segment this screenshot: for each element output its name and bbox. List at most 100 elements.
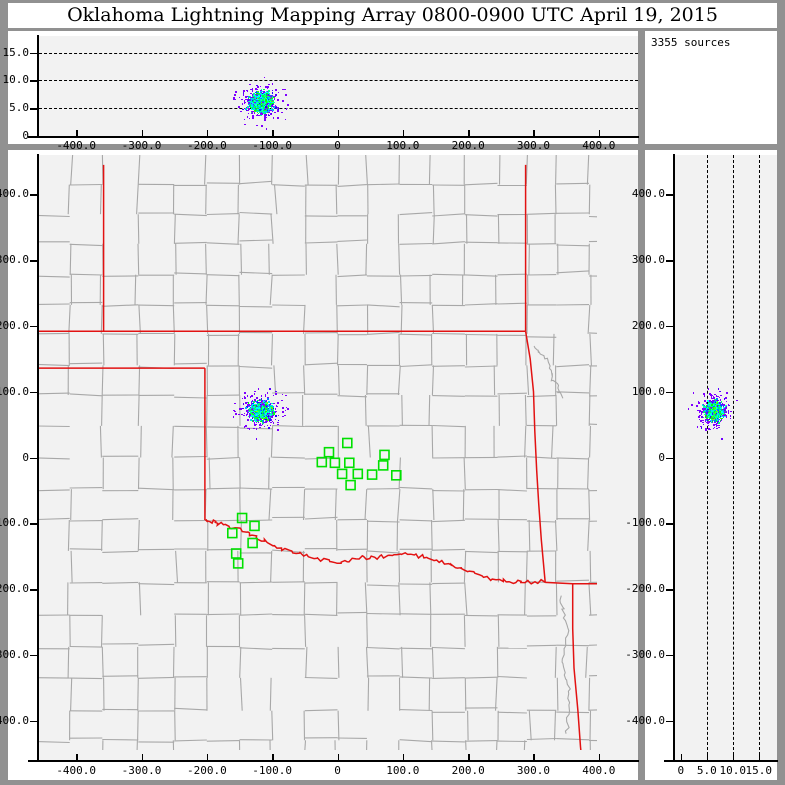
county-border <box>589 550 592 583</box>
lightning-source-point <box>256 113 259 116</box>
lightning-source-point <box>266 409 269 411</box>
lightning-source-point <box>269 104 272 107</box>
county-border <box>172 304 175 334</box>
lightning-source-point <box>256 397 258 399</box>
county-border <box>137 394 140 426</box>
lightning-source-point <box>262 422 264 424</box>
lightning-source-point <box>268 111 270 113</box>
lightning-source-point <box>246 90 249 92</box>
lightning-source-point <box>275 410 278 413</box>
lightning-source-point <box>262 111 264 114</box>
lightning-source-point <box>272 102 274 105</box>
lightning-source-point <box>250 88 252 91</box>
lightning-source-point <box>251 414 254 417</box>
county-border <box>399 676 433 679</box>
county-border <box>171 425 174 458</box>
county-border <box>398 333 401 366</box>
lightning-source-point <box>235 413 237 415</box>
lightning-source-point <box>285 94 287 96</box>
lightning-source-point <box>705 427 707 430</box>
county-border <box>496 740 498 750</box>
county-border <box>272 456 305 459</box>
county-border <box>401 646 404 678</box>
axis-x-tick <box>468 130 470 137</box>
lightning-source-point <box>262 99 264 101</box>
lightning-source-point <box>251 88 254 90</box>
lightning-source-point <box>255 438 258 440</box>
county-border <box>304 581 338 584</box>
lightning-source-point <box>252 106 254 108</box>
lightning-source-point <box>266 102 269 104</box>
axis-y-tick <box>30 194 38 196</box>
county-border <box>174 213 207 217</box>
county-border <box>431 365 435 396</box>
county-border <box>239 211 273 215</box>
county-border <box>174 455 207 458</box>
county-border <box>239 365 273 369</box>
lightning-source-point <box>246 116 249 118</box>
lightning-source-point <box>251 107 254 110</box>
lightning-source-point <box>268 98 270 101</box>
lightning-source-point <box>254 98 257 100</box>
lightning-source-point <box>266 110 269 113</box>
lightning-source-point <box>274 88 277 91</box>
axis-y-tick <box>30 108 38 110</box>
axis-y-tick-label: 100.0 <box>631 384 665 398</box>
county-border <box>239 180 273 185</box>
lightning-source-point <box>244 123 246 126</box>
lightning-source-point <box>252 110 254 113</box>
county-border <box>337 548 367 551</box>
county-border <box>497 302 527 305</box>
lightning-source-point <box>255 105 258 107</box>
county-border <box>555 394 558 426</box>
lightning-source-point <box>249 83 251 86</box>
county-border <box>588 240 597 243</box>
county-border <box>304 613 338 616</box>
county-border <box>69 677 103 680</box>
lightning-source-point <box>719 390 722 393</box>
lightning-source-point <box>247 106 249 108</box>
lightning-source-point <box>265 106 267 108</box>
lightning-source-point <box>263 115 266 117</box>
axis-y-tick <box>30 136 38 138</box>
lightning-source-point <box>709 428 712 431</box>
county-border <box>588 215 597 218</box>
county-border <box>464 182 498 186</box>
county-border <box>271 710 274 741</box>
lightning-source-point <box>264 108 266 111</box>
lightning-source-point <box>257 103 259 106</box>
county-border <box>497 455 527 458</box>
lightning-source-point <box>272 409 274 411</box>
axis-x-tick <box>402 754 405 761</box>
lightning-source-point <box>263 96 266 98</box>
lightning-source-point <box>267 92 269 94</box>
county-border <box>399 274 433 277</box>
lightning-source-point <box>270 404 272 407</box>
axis-x-tick-label: 300.0 <box>516 139 551 152</box>
county-border <box>365 155 368 185</box>
county-border <box>367 677 370 711</box>
county-border <box>588 739 597 742</box>
lightning-source-point <box>246 100 249 102</box>
county-border <box>399 486 433 490</box>
lightning-source-point <box>287 104 289 106</box>
county-border <box>589 333 592 366</box>
county-border <box>174 362 207 365</box>
county-border <box>588 644 597 646</box>
lightning-source-point <box>252 98 254 101</box>
axis-y-line <box>673 154 675 760</box>
lightning-source-point <box>253 112 256 114</box>
lma-station-marker <box>232 558 244 569</box>
lightning-source-point <box>259 111 262 114</box>
county-border <box>336 333 339 366</box>
lightning-source-point <box>267 94 270 96</box>
lightning-source-point <box>266 90 269 93</box>
lightning-source-point <box>251 105 254 107</box>
lightning-source-point <box>264 96 267 99</box>
lightning-source-point <box>277 117 279 119</box>
lightning-source-point <box>250 112 253 114</box>
county-border <box>588 184 591 215</box>
county-border <box>134 274 137 305</box>
lightning-source-point <box>268 103 271 105</box>
axis-y-tick-label: 10.0 <box>2 73 30 87</box>
